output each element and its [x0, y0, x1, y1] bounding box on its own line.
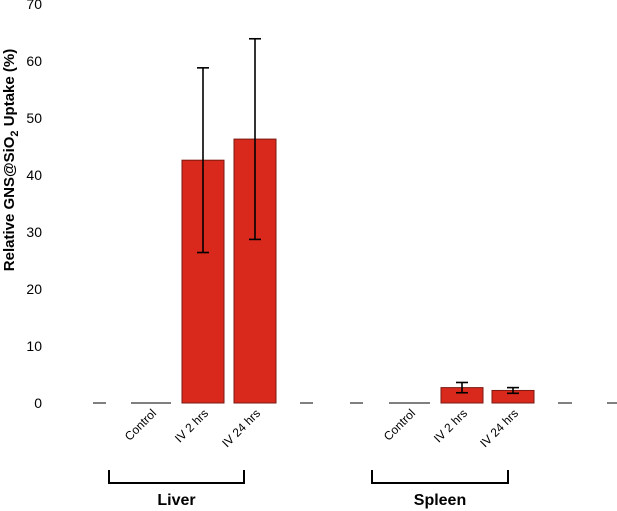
group-bracket [371, 470, 509, 484]
category-label: IV 2 hrs [172, 406, 211, 445]
y-tick-label: 0 [34, 395, 42, 411]
y-axis-title-prefix: Relative GNS@SiO [1, 136, 18, 271]
category-labels: Control IV 2 hrs IV 24 hrs Control IV 2 hrs I… [122, 406, 521, 450]
y-tick-label: 30 [26, 224, 42, 240]
group-label: Liver [157, 492, 195, 509]
group-label: Spleen [414, 492, 466, 509]
y-tick-label: 70 [26, 0, 42, 12]
y-axis-title-subscript: 2 [9, 130, 21, 136]
y-tick-label: 40 [26, 167, 42, 183]
category-label: Control [122, 406, 159, 443]
category-label: Control [381, 406, 418, 443]
y-axis-title: Relative GNS@SiO2 Uptake (%) [1, 49, 21, 271]
category-label: IV 24 hrs [477, 406, 521, 450]
group-labels: Liver Spleen [108, 470, 509, 509]
category-label: IV 24 hrs [219, 406, 263, 450]
y-tick-label: 50 [26, 110, 42, 126]
y-tick-label: 10 [26, 338, 42, 354]
bars [181, 37, 535, 404]
category-label: IV 2 hrs [431, 406, 470, 445]
y-tick-label: 60 [26, 53, 42, 69]
y-axis-title-suffix: Uptake (%) [1, 49, 18, 131]
y-tick-label: 20 [26, 281, 42, 297]
group-bracket [108, 470, 245, 484]
y-axis: 0 10 20 30 40 50 60 70 [26, 0, 42, 411]
